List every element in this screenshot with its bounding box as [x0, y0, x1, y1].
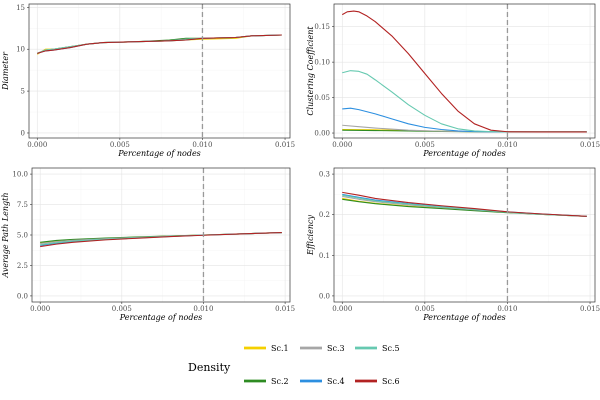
x-tick-label: 0.015: [580, 141, 600, 149]
legend-label: Sc.3: [327, 344, 345, 353]
y-axis-label: Diameter: [1, 51, 10, 91]
plot-background: [29, 4, 290, 138]
legend-label: Sc.6: [382, 377, 400, 386]
x-tick-label: 0.015: [275, 305, 295, 313]
series-line-sc6: [341, 10, 587, 133]
y-tick-label: 0.10: [314, 59, 330, 67]
legend-label: Sc.4: [327, 377, 345, 386]
legend-item-sc3: Sc.3: [300, 344, 345, 353]
legend-item-sc5: Sc.5: [355, 344, 400, 353]
y-axis-label: Average Path Length: [1, 192, 10, 278]
legend-item-sc4: Sc.4: [300, 377, 345, 386]
panel-4: 0.000 0.005 0.010 0.015 0.0 0.1 0.2 0.3 Percenta…: [306, 167, 600, 322]
x-tick-label: 0.000: [27, 141, 47, 149]
legend-item-sc2: Sc.2: [244, 377, 289, 386]
x-tick-label: 0.010: [192, 141, 212, 149]
x-tick-label: 0.000: [332, 305, 352, 313]
chart-panels: 0.000 0.005 0.010 0.015 0 5 10 15 Percentage of …: [1, 3, 600, 322]
panel-border: [333, 3, 596, 139]
y-tick-label: 0: [21, 129, 25, 137]
legend-title: Density: [188, 361, 231, 374]
x-tick-label: 0.015: [275, 141, 295, 149]
x-tick-label: 0.005: [415, 141, 435, 149]
x-tick-label: 0.005: [112, 305, 132, 313]
y-tick-label: 10.0: [12, 171, 28, 179]
y-tick-label: 0.05: [314, 94, 330, 102]
y-tick-label: 0.0: [319, 292, 330, 300]
x-tick-label: 0.010: [193, 305, 213, 313]
legend-label: Sc.2: [271, 377, 289, 386]
series-line-sc6: [342, 191, 587, 217]
legend-items: Sc.1 Sc.3 Sc.5 Sc.2 Sc.4 Sc.6: [244, 344, 400, 386]
x-axis-label: Percentage of nodes: [422, 149, 506, 158]
x-tick-label: 0.000: [332, 141, 352, 149]
x-tick-label: 0.010: [497, 141, 517, 149]
y-tick-label: 10: [16, 46, 25, 54]
y-tick-label: 0.3: [319, 171, 330, 179]
series-line-sc6: [40, 232, 282, 248]
y-tick-label: 0.00: [314, 130, 330, 138]
panel-border: [333, 167, 596, 303]
y-tick-label: 0.15: [314, 23, 330, 31]
legend: Density Sc.1 Sc.3 Sc.5 Sc.2 Sc.4 Sc.6: [188, 344, 400, 386]
legend-item-sc1: Sc.1: [244, 344, 289, 353]
x-tick-label: 0.005: [415, 305, 435, 313]
y-tick-label: 0.1: [319, 252, 330, 260]
series-line-sc5: [342, 70, 587, 133]
x-tick-label: 0.005: [110, 141, 130, 149]
y-tick-label: 5.0: [17, 232, 28, 240]
panel-2: 0.000 0.005 0.010 0.015 0.00 0.05 0.10 0.15 Perc…: [306, 3, 600, 158]
series-line-sc6: [37, 34, 282, 54]
y-tick-label: 2.5: [17, 262, 28, 270]
y-tick-label: 15: [16, 4, 25, 12]
x-axis-label: Percentage of nodes: [117, 149, 201, 158]
y-axis-label: Efficiency: [306, 215, 315, 256]
x-axis-label: Percentage of nodes: [422, 313, 506, 322]
panel-3: 0.000 0.005 0.010 0.015 0.0 2.5 5.0 7.5 10.0 Perc…: [1, 167, 295, 322]
legend-item-sc6: Sc.6: [355, 377, 400, 386]
y-tick-label: 0.0: [17, 292, 28, 300]
x-tick-label: 0.000: [30, 305, 50, 313]
x-tick-label: 0.010: [497, 305, 517, 313]
y-axis-label: Clustering Coefficient: [306, 26, 315, 116]
panel-border: [28, 3, 291, 139]
y-tick-label: 7.5: [17, 201, 28, 209]
x-axis-label: Percentage of nodes: [119, 313, 203, 322]
x-tick-label: 0.015: [580, 305, 600, 313]
panel-1: 0.000 0.005 0.010 0.015 0 5 10 15 Percentage of …: [1, 3, 295, 158]
plot-background: [334, 4, 595, 138]
legend-label: Sc.5: [382, 344, 400, 353]
y-tick-label: 5: [21, 88, 25, 96]
legend-label: Sc.1: [271, 344, 289, 353]
y-tick-label: 0.2: [319, 211, 330, 219]
